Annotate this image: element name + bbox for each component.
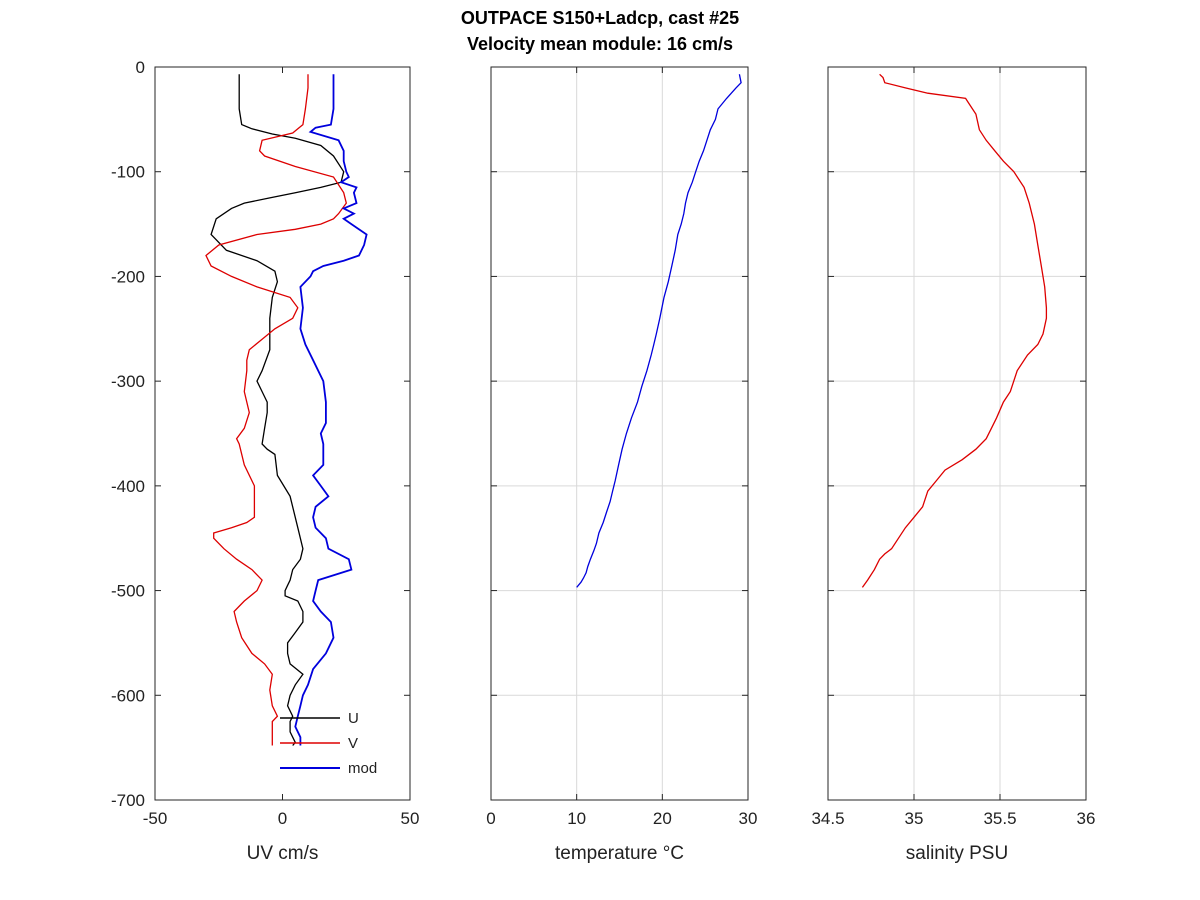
x-tick-label: 0 <box>278 809 287 828</box>
x-tick-label: 34.5 <box>811 809 844 828</box>
x-tick-label: -50 <box>143 809 168 828</box>
series-line-panel2 <box>861 73 1048 588</box>
chart-title: OUTPACE S150+Ladcp, cast #25 <box>460 8 740 28</box>
x-tick-label: 0 <box>486 809 495 828</box>
chart-subtitle: Velocity mean module: 16 cm/s <box>466 34 734 54</box>
y-tick-label: -500 <box>111 582 145 601</box>
x-tick-label: 50 <box>401 809 420 828</box>
axes-box <box>827 66 1087 801</box>
x-tick-label: 35.5 <box>983 809 1016 828</box>
x-tick-label: 36 <box>1077 809 1096 828</box>
axes-box <box>154 66 411 801</box>
axes-box <box>490 66 749 801</box>
series-line-V <box>205 74 348 746</box>
y-tick-label: -400 <box>111 477 145 496</box>
x-axis-label-uv: UV cm/s <box>246 843 319 864</box>
legend-label-U: U <box>348 710 359 727</box>
y-tick-label: -200 <box>111 267 145 286</box>
x-tick-label: 35 <box>905 809 924 828</box>
y-tick-label: -100 <box>111 163 145 182</box>
series-line-mod <box>294 74 368 746</box>
panel-1: 0 10 20 30 <box>486 66 758 828</box>
y-tick-label: -600 <box>111 686 145 705</box>
panel-2: 34.5 35 35.5 36 <box>811 66 1096 828</box>
legend-label-mod: mod <box>348 760 377 777</box>
x-tick-label: 30 <box>739 809 758 828</box>
y-tick-label: -300 <box>111 372 145 391</box>
y-tick-label: -700 <box>111 791 145 810</box>
x-tick-label: 20 <box>653 809 672 828</box>
y-tick-label: 0 <box>136 58 145 77</box>
x-axis-label-salinity: salinity PSU <box>905 843 1009 864</box>
x-tick-label: 10 <box>567 809 586 828</box>
series-line-panel1 <box>576 74 742 588</box>
legend-label-V: V <box>348 735 358 752</box>
x-axis-label-temperature: temperature °C <box>554 843 685 864</box>
